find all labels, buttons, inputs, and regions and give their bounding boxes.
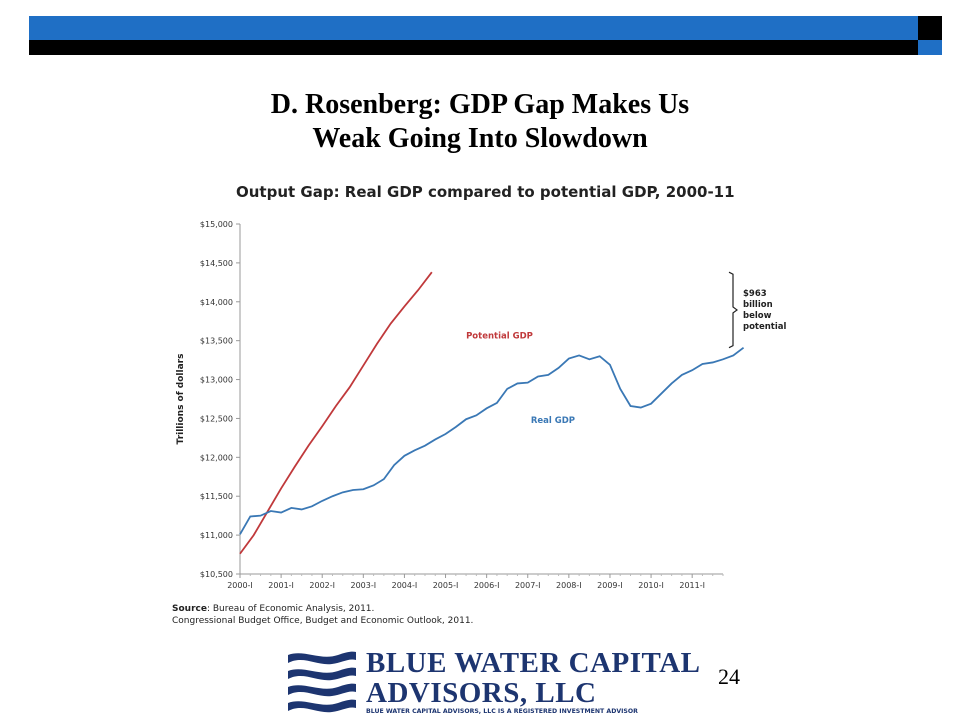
- x-tick-label: 2009-I: [597, 581, 623, 590]
- gap-annotation-line: $963: [743, 289, 767, 299]
- y-tick-label: $14,000: [200, 298, 233, 307]
- x-tick-label: 2010-I: [638, 581, 664, 590]
- chart-title: Output Gap: Real GDP compared to potenti…: [236, 183, 735, 201]
- series-line-real-gdp: [239, 346, 745, 535]
- wave-logo-icon: [288, 651, 356, 713]
- source-note: Source: Bureau of Economic Analysis, 201…: [172, 603, 473, 627]
- x-tick-label: 2002-I: [309, 581, 335, 590]
- header-corner-black: [918, 16, 942, 40]
- x-tick-label: 2003-I: [351, 581, 377, 590]
- company-logo: BLUE WATER CAPITAL ADVISORS, LLC BLUE WA…: [286, 647, 700, 717]
- gap-annotation-line: below: [743, 311, 772, 321]
- y-tick-label: $12,000: [200, 453, 233, 462]
- x-tick-label: 2000-I: [227, 581, 253, 590]
- series-label-real-gdp: Real GDP: [531, 416, 575, 426]
- x-tick-label: 2005-I: [433, 581, 459, 590]
- gdp-chart: $10,500 $11,000 $11,500 $12,000 $12,500 $13,0…: [176, 220, 787, 590]
- source-label: Source: [172, 604, 207, 614]
- source-line2: Congressional Budget Office, Budget and …: [172, 616, 474, 626]
- y-tick-label: $11,500: [200, 492, 233, 501]
- page-number: 24: [718, 664, 740, 689]
- header-corner-blue: [918, 40, 942, 55]
- slide-title-line2: Weak Going Into Slowdown: [312, 123, 648, 154]
- y-tick-label: $14,500: [200, 259, 233, 268]
- logo-name-line1: BLUE WATER CAPITAL: [366, 647, 701, 679]
- y-axis-label: Trillions of dollars: [176, 354, 186, 445]
- y-tick-label: $10,500: [200, 570, 233, 579]
- x-tick-label: 2006-I: [474, 581, 500, 590]
- header-blue-bar: [29, 16, 918, 40]
- slide-title: D. Rosenberg: GDP Gap Makes Us Weak Goin…: [180, 88, 780, 156]
- y-tick-label: $12,500: [200, 414, 233, 423]
- x-tick-label: 2001-I: [268, 581, 294, 590]
- logo-name-line2: ADVISORS, LLC: [366, 677, 597, 709]
- y-tick-label: $15,000: [200, 220, 233, 229]
- slide-title-line1: D. Rosenberg: GDP Gap Makes Us: [270, 89, 690, 120]
- y-tick-label: $13,000: [200, 376, 233, 385]
- x-tick-label: 2011-I: [679, 581, 705, 590]
- logo-tagline: BLUE WATER CAPITAL ADVISORS, LLC IS A RE…: [366, 708, 638, 715]
- series-line-potential-gdp: [239, 271, 433, 555]
- x-tick-label: 2007-I: [515, 581, 541, 590]
- gap-bracket: [728, 271, 738, 349]
- header-black-bar: [29, 40, 918, 55]
- gap-annotation-line: billion: [743, 300, 773, 310]
- source-line1: : Bureau of Economic Analysis, 2011.: [206, 604, 375, 614]
- gap-annotation-line: potential: [743, 322, 787, 332]
- series-label-potential-gdp: Potential GDP: [466, 331, 533, 341]
- y-tick-label: $11,000: [200, 531, 233, 540]
- x-tick-label: 2004-I: [392, 581, 418, 590]
- x-tick-label: 2008-I: [556, 581, 582, 590]
- y-tick-label: $13,500: [200, 337, 233, 346]
